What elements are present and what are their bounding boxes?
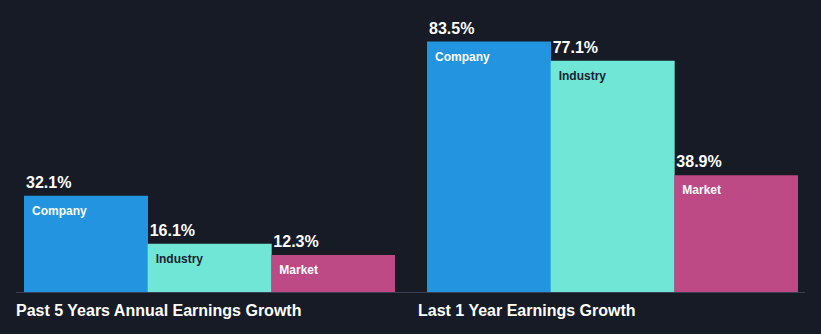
svg-text:38.9%: 38.9% [676, 153, 721, 170]
svg-text:32.1%: 32.1% [26, 174, 71, 191]
svg-text:16.1%: 16.1% [150, 222, 195, 239]
svg-text:77.1%: 77.1% [553, 39, 598, 56]
html-text:Last 1 Year Earnings Growth: Last 1 Year Earnings Growth [418, 302, 636, 319]
svg-text:Market: Market [279, 263, 318, 277]
svg-text:Market: Market [682, 183, 721, 197]
svg-text:Company: Company [32, 204, 87, 218]
svg-text:83.5%: 83.5% [429, 20, 474, 37]
svg-text:Industry: Industry [156, 252, 204, 266]
html-text:Past 5 Years Annual Earnings G: Past 5 Years Annual Earnings Growth [16, 302, 302, 319]
svg-text:Industry: Industry [559, 69, 607, 83]
svg-text:Company: Company [435, 50, 490, 64]
svg-text:12.3%: 12.3% [273, 233, 318, 250]
